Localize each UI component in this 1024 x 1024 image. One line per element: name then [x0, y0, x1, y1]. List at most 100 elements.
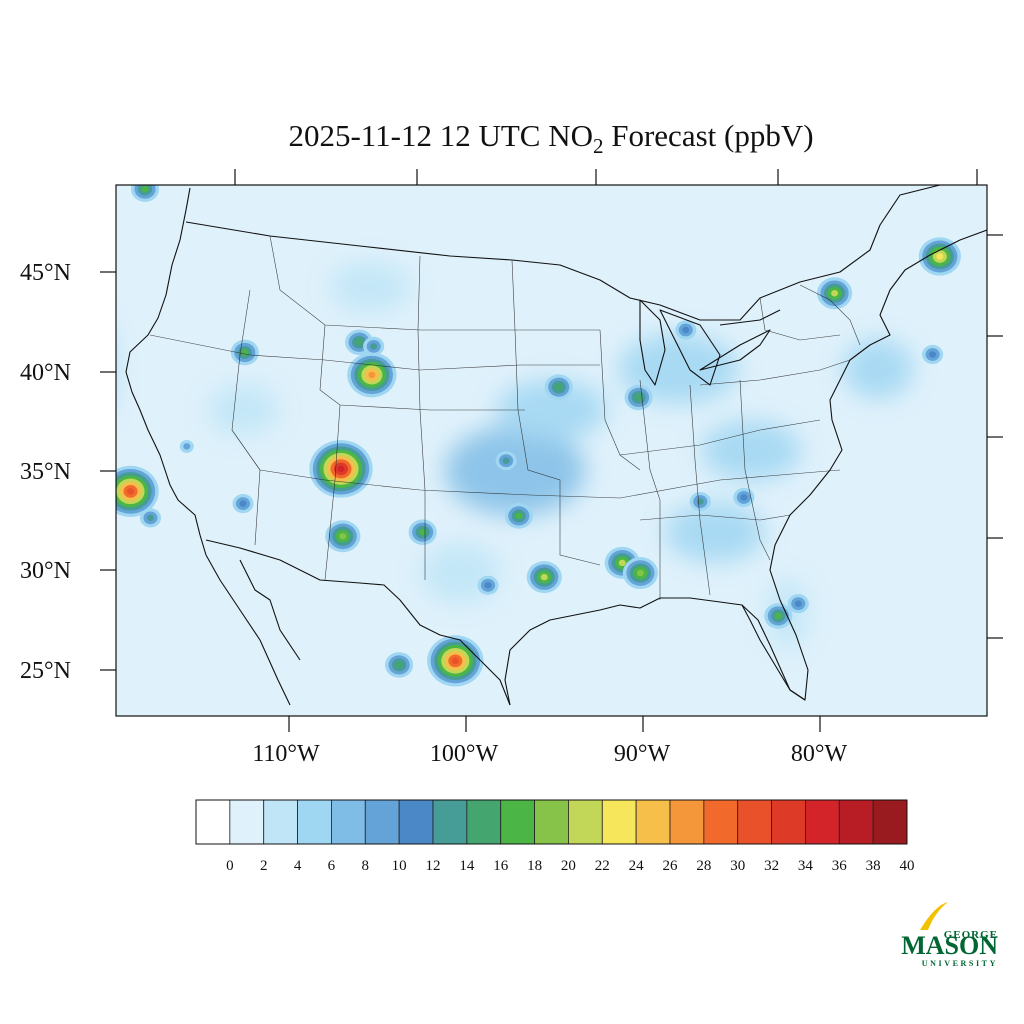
colorbar-tick-label: 0 [226, 858, 234, 874]
no2-hotspot [116, 465, 159, 517]
plume-region [208, 384, 279, 435]
hotspot-ring [395, 661, 403, 669]
colorbar-swatch [669, 799, 705, 845]
no2-hotspot [232, 494, 254, 514]
no2-hotspot [733, 487, 755, 508]
no2-hotspot [816, 277, 853, 310]
colorbar-tick-label: 22 [595, 858, 610, 874]
coastline-and-borders [125, 185, 987, 706]
hotspot-ring [636, 569, 644, 577]
lon-label-110w: 110°W [252, 741, 320, 767]
colorbar-tick-label: 40 [900, 858, 915, 874]
no2-hotspot [408, 519, 437, 545]
plume-region [445, 425, 586, 516]
colorbar-tick-label: 36 [832, 858, 848, 874]
colorbar-tick-label: 30 [730, 858, 745, 874]
hotspot-ring [146, 514, 154, 522]
hotspot-ring [540, 573, 548, 581]
hotspot-ring [555, 383, 563, 391]
hotspot-ring [183, 443, 191, 450]
plume-region [701, 420, 802, 481]
lon-label-100w: 100°W [430, 741, 499, 767]
logo-accent-swoosh [920, 902, 948, 930]
hotspot-ring [53, 210, 60, 216]
no2-hotspot [309, 440, 373, 498]
us-mexico-border [205, 539, 511, 706]
hotspot-ring [682, 326, 690, 334]
longitude-labels: 110°W 100°W 90°W 80°W [252, 741, 847, 767]
florida-outline [741, 604, 806, 701]
hotspot-ring [355, 339, 363, 346]
no2-hotspot [31, 191, 80, 236]
colorbar-swatch [398, 799, 434, 845]
colorbar-tick-label: 26 [663, 858, 679, 874]
logo-bottom-text: UNIVERSITY [922, 959, 998, 968]
colorbar-tick-label: 6 [328, 858, 336, 874]
colorbar-swatch [364, 799, 400, 845]
hotspot-ring [419, 528, 427, 536]
hotspot-ring [239, 500, 247, 507]
hotspot-ring [502, 457, 510, 464]
hotspot-ring [39, 398, 74, 430]
no2-hotspot [363, 336, 385, 356]
no2-hotspot [230, 339, 259, 366]
hotspot-ring [618, 559, 626, 567]
colorbar-swatch [195, 799, 231, 845]
lon-label-80w: 80°W [791, 741, 848, 767]
no2-hotspot [764, 603, 793, 629]
lat-label-40: 40°N [20, 360, 71, 386]
chart-title: 2025-11-12 12 UTC NO2 Forecast (ppbV) [288, 118, 813, 158]
colorbar-tick-label: 24 [629, 858, 645, 874]
no2-hotspot [787, 594, 809, 614]
colorbar-tick-label: 28 [696, 858, 711, 874]
plume-region [618, 333, 739, 404]
great-lakes-outline [639, 299, 781, 386]
hotspot-ring [53, 411, 60, 417]
colorbar-swatch [771, 799, 806, 845]
hotspot-ring [35, 194, 77, 232]
no2-hotspot [384, 652, 414, 678]
plume-region [843, 338, 914, 399]
plume-region [330, 262, 411, 313]
hotspot-ring [936, 253, 944, 260]
colorbar-tick-label: 18 [527, 858, 542, 874]
lat-label-30: 30°N [20, 558, 71, 584]
no2-hotspot [689, 491, 711, 512]
no2-hotspot-layer [31, 185, 961, 687]
no2-hotspot [65, 391, 79, 404]
george-mason-logo: GEORGE MASON UNIVERSITY [901, 902, 998, 968]
hotspot-ring [42, 401, 70, 427]
colorbar-swatch [466, 799, 502, 845]
canada-border [185, 185, 941, 321]
colorbar-tick-label: 16 [493, 858, 509, 874]
hotspot-ring [69, 394, 76, 400]
hotspot-ring [31, 191, 80, 236]
no2-hotspot [179, 440, 194, 453]
colorbar-swatch [568, 799, 603, 845]
colorbar-swatch [432, 799, 468, 845]
hotspot-ring [370, 343, 378, 350]
no2-hotspot [544, 374, 573, 400]
colorbar-swatch [297, 799, 332, 845]
colorbar-tick-label: 4 [294, 858, 302, 874]
no2-hotspot [622, 557, 659, 590]
no2-hotspot [139, 508, 162, 528]
hotspot-ring [126, 488, 135, 495]
west-coast-line [125, 187, 207, 556]
colorbar-swatch [838, 799, 874, 845]
hotspot-ring [368, 371, 376, 379]
no2-hotspot [918, 237, 961, 276]
no2-hotspot [624, 384, 653, 411]
lat-label-35: 35°N [20, 459, 71, 485]
latitude-labels: 45°N 40°N 35°N 30°N 25°N [20, 260, 71, 684]
colorbar-swatch [500, 799, 535, 845]
lat-label-25: 25°N [20, 658, 71, 684]
colorbar-frame [195, 799, 908, 845]
axis-ticks [100, 169, 1003, 732]
no2-hotspot [39, 398, 74, 430]
colorbar-swatch [703, 799, 739, 845]
no2-hotspot [427, 635, 484, 687]
gulf-coast-line [504, 229, 987, 706]
colorbar-swatch [737, 799, 772, 845]
no2-hotspot [130, 185, 160, 202]
